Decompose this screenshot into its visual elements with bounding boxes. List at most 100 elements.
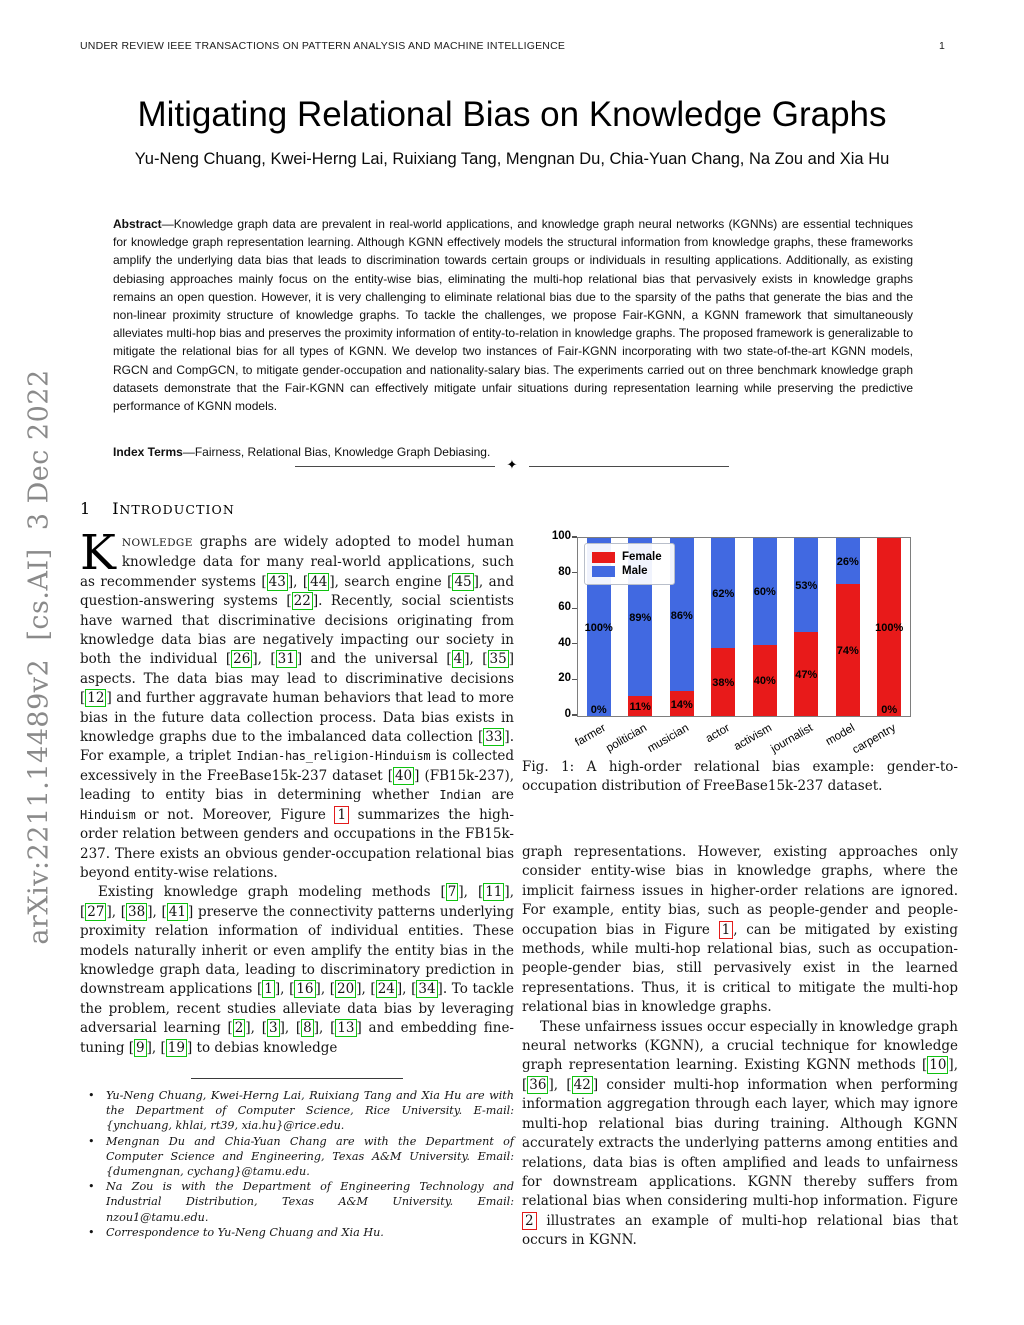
bar-musician-female — [669, 691, 694, 716]
citation-link[interactable]: 44 — [308, 572, 330, 591]
y-axis-tick-label: 0 — [564, 708, 571, 720]
bar-activism-female — [752, 644, 777, 716]
bar-value-label: 38% — [712, 677, 735, 690]
figure-1: 0% 100% 11% 89% 14% 86% 38% 62% 40% 60% 47% 53% 74% 2… — [522, 530, 958, 810]
citation-link[interactable]: 4 — [451, 650, 465, 669]
bar-value-label: 0% — [590, 703, 607, 716]
y-axis-tick-mark — [572, 643, 577, 645]
bar-journalist-male — [794, 538, 819, 633]
legend-swatch-icon — [592, 565, 615, 577]
y-axis-tick-label: 80 — [558, 565, 571, 578]
citation-link[interactable]: 31 — [275, 650, 297, 669]
chart-legend: Female Male — [584, 543, 675, 585]
running-header-text: UNDER REVIEW IEEE TRANSACTIONS ON PATTER… — [80, 40, 566, 52]
y-axis-tick-mark — [572, 536, 577, 538]
dropcap: K — [80, 525, 116, 581]
citation-link[interactable]: 7 — [445, 883, 459, 902]
citation-link[interactable]: 19 — [165, 1038, 187, 1057]
monospace-term: Hinduism — [80, 807, 136, 822]
figure-caption: Fig. 1: A high-order relational bias exa… — [522, 759, 958, 795]
bar-value-label: 60% — [753, 586, 776, 599]
citation-link[interactable]: 10 — [927, 1056, 949, 1075]
citation-link[interactable]: 42 — [571, 1075, 593, 1094]
arxiv-watermark: arXiv:2211.14489v2 [cs.AI] 3 Dec 2022 — [23, 369, 55, 945]
index-terms-label: Index Terms — [113, 445, 183, 459]
index-terms-text: —Fairness, Relational Bias, Knowledge Gr… — [182, 445, 491, 459]
monospace-term: Indian — [439, 788, 481, 803]
bar-politician-female — [628, 696, 653, 716]
citation-link[interactable]: 33 — [483, 728, 505, 747]
separator-line-left — [295, 465, 495, 467]
citation-link[interactable]: 12 — [85, 689, 107, 708]
y-axis-tick-mark — [572, 678, 577, 681]
section-title-rest: NTRODUCTION — [119, 502, 235, 517]
bar-actor-male — [711, 538, 736, 649]
legend-entry-female: Female — [592, 551, 662, 563]
legend-swatch-icon — [592, 551, 615, 563]
bar-value-label: 100% — [584, 622, 613, 634]
citation-link[interactable]: 8 — [301, 1019, 314, 1038]
monospace-term: Indian-has_religion-Hinduism — [236, 749, 431, 764]
section-separator: ✦ — [295, 458, 729, 473]
y-axis-tick-label: 40 — [558, 636, 571, 649]
citation-link[interactable]: 40 — [392, 766, 415, 785]
figure-ref-link[interactable]: 1 — [334, 805, 350, 824]
figure-ref-link[interactable]: 1 — [718, 920, 734, 939]
citation-link[interactable]: 34 — [416, 980, 438, 999]
bar-journalist-female — [794, 632, 819, 716]
citation-link[interactable]: 35 — [487, 650, 509, 669]
y-axis-tick-mark — [572, 572, 577, 574]
citation-link[interactable]: 22 — [291, 592, 313, 611]
footnote-list: Yu-Neng Chuang, Kwei-Herng Lai, Ruixiang… — [80, 1088, 514, 1240]
section-heading-introduction: 1 INTRODUCTION — [80, 492, 514, 520]
citation-link[interactable]: 20 — [335, 980, 357, 999]
citation-link[interactable]: 36 — [527, 1075, 549, 1094]
bar-value-label: 47% — [795, 669, 818, 682]
citation-link[interactable]: 27 — [85, 902, 107, 921]
body-paragraph: These unfairness issues occur especially… — [522, 1018, 958, 1249]
citation-link[interactable]: 16 — [294, 980, 316, 999]
left-column: 1 INTRODUCTION K NOWLEDGE graphs are widel… — [80, 492, 514, 1058]
citation-link[interactable]: 1 — [262, 980, 275, 999]
bar-value-label: 74% — [836, 645, 859, 658]
citation-link[interactable]: 26 — [231, 650, 253, 669]
bar-value-label: 11% — [629, 701, 651, 714]
bar-actor-female — [711, 648, 736, 716]
diamond-icon: ✦ — [506, 458, 518, 473]
paragraph-text: NOWLEDGE graphs are widely adopted to mo… — [80, 534, 515, 881]
section-title-cap: I — [112, 499, 120, 518]
figure-ref-link[interactable]: 2 — [522, 1211, 537, 1230]
paper-title: Mitigating Relational Bias on Knowledge … — [137, 95, 887, 135]
citation-link[interactable]: 38 — [126, 902, 148, 921]
footnote-item: Yu-Neng Chuang, Kwei-Herng Lai, Ruixiang… — [80, 1088, 514, 1134]
authors-line: Yu-Neng Chuang, Kwei-Herng Lai, Ruixiang… — [134, 150, 890, 168]
bar-model-female — [835, 584, 860, 716]
page-number: 1 — [938, 40, 945, 52]
y-axis-tick-label: 100 — [551, 530, 571, 542]
citation-link[interactable]: 3 — [266, 1019, 280, 1038]
legend-label: Female — [622, 551, 662, 563]
index-terms: Index Terms—Fairness, Relational Bias, K… — [113, 443, 913, 461]
intro-paragraph-1: K NOWLEDGE graphs are widely adopted to m… — [80, 525, 515, 883]
right-column: graph representations. However, existing… — [522, 843, 958, 1251]
citation-link[interactable]: 13 — [335, 1019, 357, 1038]
bar-model-male — [835, 538, 860, 585]
citation-link[interactable]: 43 — [266, 572, 288, 591]
citation-link[interactable]: 45 — [452, 572, 474, 591]
footnote-item: Na Zou is with the Department of Enginee… — [80, 1179, 514, 1225]
bar-value-label: 14% — [670, 698, 693, 711]
footnote-item: Mengnan Du and Chia-Yuan Chang are with … — [80, 1134, 514, 1180]
bar-value-label: 0% — [881, 703, 898, 716]
citation-link[interactable]: 9 — [134, 1038, 147, 1057]
bar-carpentry-female — [877, 538, 902, 716]
citation-link[interactable]: 24 — [375, 980, 397, 999]
citation-link[interactable]: 2 — [232, 1019, 246, 1038]
citation-link[interactable]: 11 — [483, 883, 505, 902]
small-caps-text: NOWLEDGE — [121, 537, 193, 549]
chart-plot-area: 0% 100% 11% 89% 14% 86% 38% 62% 40% 60% 47% 53% 74% 2… — [577, 537, 911, 717]
bar-value-label: 62% — [712, 588, 735, 601]
citation-link[interactable]: 41 — [166, 902, 188, 921]
intro-paragraph-2: Existing knowledge graph modeling method… — [80, 883, 514, 1057]
y-axis-tick-label: 20 — [558, 672, 571, 685]
